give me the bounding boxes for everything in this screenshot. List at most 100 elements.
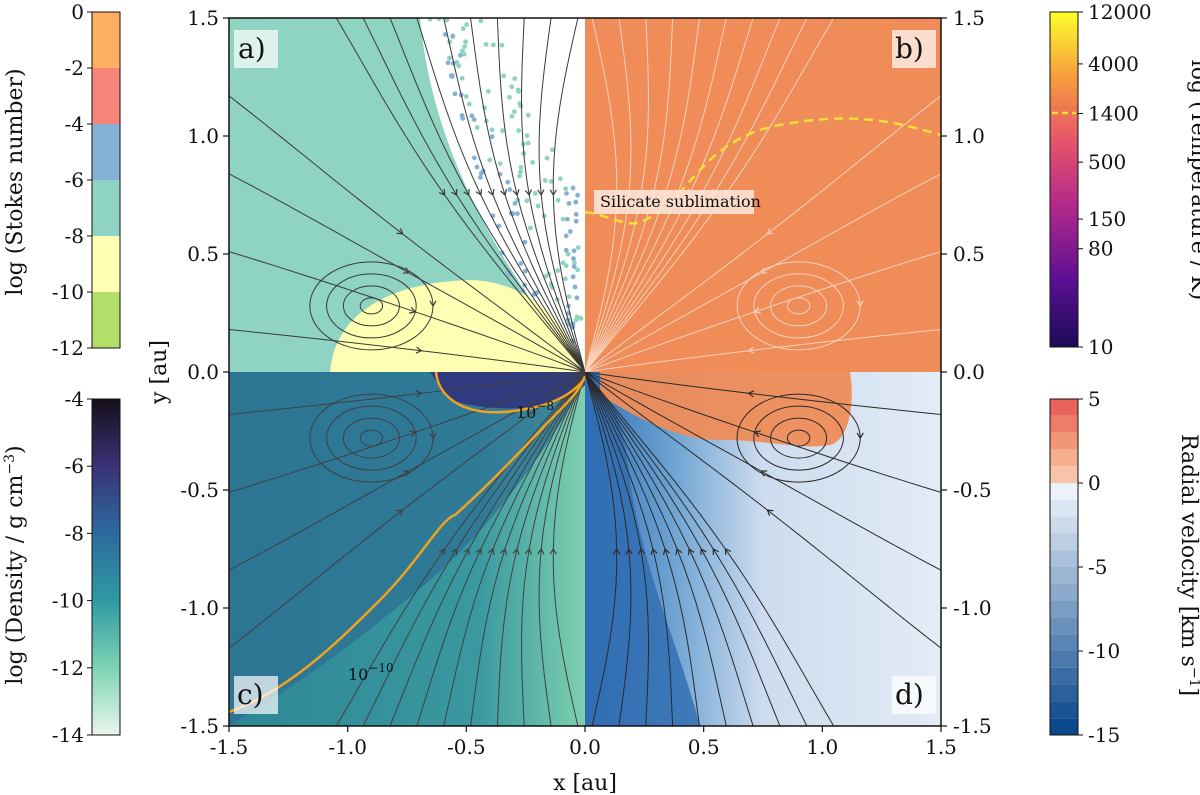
particle bbox=[501, 73, 507, 79]
colorbar-density-tick-label: -12 bbox=[52, 656, 84, 680]
streamline-arrow bbox=[463, 547, 470, 556]
silicate-label-box bbox=[594, 190, 754, 214]
particle bbox=[512, 76, 518, 81]
panel-c-streamlines bbox=[229, 372, 585, 726]
panel-d-outflow-region bbox=[600, 372, 852, 447]
colorbar-temperature-bar bbox=[1049, 11, 1079, 348]
particle bbox=[544, 155, 550, 161]
x-tick-label: 1.5 bbox=[925, 735, 957, 759]
colorbar-velocity-tick-label: -5 bbox=[1088, 555, 1107, 579]
streamline-arrow bbox=[712, 548, 719, 556]
particle bbox=[500, 128, 505, 134]
particle bbox=[497, 161, 503, 167]
colorbar-stokes-tick-label: -12 bbox=[52, 336, 84, 360]
colorbar-velocity bbox=[1049, 398, 1079, 736]
streamline-vortex bbox=[359, 429, 384, 447]
particle bbox=[469, 113, 475, 119]
panel-d-inflow-region bbox=[585, 372, 700, 726]
colorbar-velocity-band bbox=[1050, 550, 1078, 567]
particle bbox=[518, 103, 524, 109]
colorbar-density-ticks: -4 -6 -8 -10 -12 -14 bbox=[52, 387, 92, 747]
y-tick-label-left: 0.5 bbox=[187, 242, 219, 266]
colorbar-velocity-band bbox=[1050, 499, 1078, 517]
panel-c-core bbox=[430, 372, 585, 409]
particle bbox=[507, 94, 512, 100]
colorbar-temperature-tick-label: 4000 bbox=[1088, 52, 1139, 76]
particle bbox=[518, 261, 524, 266]
particle bbox=[515, 87, 521, 93]
particle bbox=[471, 117, 477, 122]
particle bbox=[486, 88, 491, 94]
streamline-arrow bbox=[396, 228, 404, 235]
streamline-arrow bbox=[549, 189, 557, 197]
streamline-arrow bbox=[429, 300, 437, 308]
particle bbox=[478, 18, 484, 24]
streamline-vortex bbox=[786, 429, 811, 447]
particle bbox=[427, 18, 433, 22]
contour-density-low bbox=[229, 375, 585, 714]
streamline-vortex bbox=[786, 297, 811, 315]
y-tick-label-right: -0.5 bbox=[953, 478, 992, 502]
y-tick-label-left: 1.5 bbox=[187, 6, 219, 30]
particle bbox=[512, 201, 518, 206]
colorbar-stokes-band bbox=[92, 68, 120, 124]
particle bbox=[567, 229, 573, 234]
particle bbox=[444, 18, 450, 23]
y-tick-label-right: -1.5 bbox=[953, 714, 992, 738]
streamline-arrow bbox=[475, 547, 483, 556]
particle bbox=[572, 284, 578, 290]
streamline-arrow bbox=[766, 509, 774, 516]
particle bbox=[573, 211, 579, 217]
particle bbox=[474, 164, 480, 170]
y-tick-label-right: 1.5 bbox=[953, 6, 985, 30]
particle bbox=[525, 140, 531, 146]
particle bbox=[512, 109, 517, 115]
particle bbox=[571, 248, 577, 254]
particle bbox=[563, 186, 569, 192]
colorbar-velocity-tick-label: -15 bbox=[1088, 723, 1120, 747]
colorbar-velocity-band bbox=[1050, 483, 1078, 500]
particle bbox=[555, 197, 561, 203]
streamline-vortex bbox=[770, 285, 828, 327]
streamline-arrow bbox=[613, 547, 621, 555]
particle bbox=[459, 48, 465, 54]
streamline-arrow bbox=[537, 547, 545, 555]
particle bbox=[549, 147, 555, 153]
particle bbox=[572, 260, 577, 266]
contour-label-low: 10−10 bbox=[348, 661, 394, 684]
x-tick-label: -1.0 bbox=[328, 735, 367, 759]
colorbar-temperature-tick-label: 12000 bbox=[1088, 0, 1152, 24]
particle bbox=[518, 169, 523, 175]
streamline-arrow bbox=[638, 547, 646, 555]
streamline-arrow bbox=[487, 547, 495, 556]
particle bbox=[571, 264, 577, 270]
particle bbox=[573, 218, 579, 224]
colorbar-stokes-band bbox=[92, 124, 120, 180]
particle bbox=[575, 267, 581, 273]
colorbar-velocity-tick-label: -10 bbox=[1088, 639, 1120, 663]
y-tick-label-left: -0.5 bbox=[180, 478, 219, 502]
particle bbox=[527, 225, 533, 231]
colorbar-stokes-band bbox=[92, 236, 120, 292]
particle bbox=[570, 274, 576, 280]
panel-label-b: b) bbox=[895, 32, 924, 65]
particle bbox=[483, 42, 489, 47]
colorbar-density-tick-label: -4 bbox=[65, 387, 84, 411]
particle bbox=[436, 18, 442, 22]
streamline-arrow bbox=[451, 548, 458, 556]
colorbar-temperature-tick-label: 500 bbox=[1088, 150, 1126, 174]
particle bbox=[474, 125, 480, 130]
y-tick-label-right: 0.0 bbox=[953, 360, 985, 384]
particle bbox=[543, 274, 549, 279]
colorbar-temperature-ticks: 12000 4000 1400 500 150 80 10 bbox=[1078, 0, 1152, 359]
colorbar-velocity-label: Radial velocity [km s−1] bbox=[1176, 434, 1200, 696]
panel-label-c: c) bbox=[237, 678, 264, 711]
y-tick-label-left: -1.5 bbox=[180, 714, 219, 738]
colorbar-velocity-band bbox=[1050, 684, 1078, 702]
y-axis-label: y [au] bbox=[147, 340, 172, 405]
particle bbox=[487, 157, 493, 163]
colorbar-velocity-band bbox=[1050, 600, 1078, 618]
panel-d-streamlines bbox=[585, 372, 941, 726]
colorbar-stokes-label: log (Stokes number) bbox=[3, 68, 28, 295]
contour-density-high bbox=[434, 372, 585, 414]
